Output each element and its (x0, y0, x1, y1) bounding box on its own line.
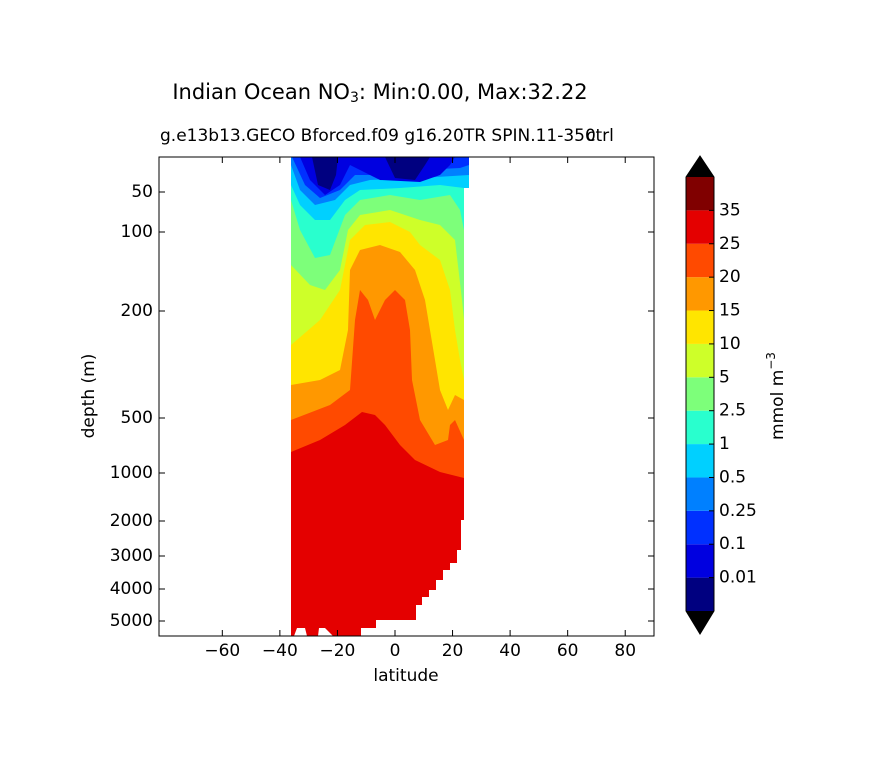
colorbar-tick-label: 2.5 (719, 401, 746, 421)
colorbar-extend-top (686, 156, 714, 177)
colorbar-segment (686, 577, 714, 611)
colorbar-frame (685, 155, 715, 635)
y-tick-label: 200 (121, 301, 153, 321)
colorbar-segment (686, 310, 714, 344)
x-tick-label: 40 (499, 641, 521, 661)
x-tick-label: 0 (390, 641, 401, 661)
y-tick-label: 2000 (110, 511, 153, 531)
colorbar-tick-label: 0.01 (719, 568, 757, 588)
contour-fill (312, 157, 338, 190)
subtitle-right: ctrl (586, 126, 614, 146)
colorbar-tick-label: 0.5 (719, 467, 746, 487)
colorbar-segment (686, 243, 714, 278)
x-tick-label: 20 (442, 641, 464, 661)
colorbar-tick-label: 0.1 (719, 534, 746, 554)
x-tick-label: −20 (319, 641, 355, 661)
y-tick-label: 50 (131, 182, 153, 202)
x-axis-label: latitude (373, 666, 438, 686)
colorbar-segment (686, 510, 714, 545)
colorbar-tick-label: 0.25 (719, 501, 757, 521)
colorbar-tick-label: 25 (719, 234, 741, 254)
subtitle: g.e13b13.GECO Bforced.f09 g16.20TR SPIN.… (160, 126, 596, 146)
y-tick-label: 4000 (110, 579, 153, 599)
x-tick-label: 60 (557, 641, 579, 661)
colorbar-tick-label: 1 (719, 434, 730, 454)
colorbar-tick-label: 5 (719, 367, 730, 387)
x-tick-label: 80 (614, 641, 636, 661)
x-tick-label: −60 (204, 641, 240, 661)
y-axis-label: depth (m) (79, 354, 99, 439)
colorbar-label: mmol m−3 (764, 352, 789, 440)
colorbar-segment (686, 377, 714, 411)
contour-field (291, 157, 469, 636)
y-tick-label: 3000 (110, 546, 153, 566)
colorbar-tick-label: 35 (719, 200, 741, 220)
colorbar-segment (686, 410, 714, 445)
chart-title: Indian Ocean NO3: Min:0.00, Max:32.22 (172, 80, 587, 106)
colorbar-segment (686, 210, 714, 244)
colorbar-segment (686, 343, 714, 378)
y-tick-label: 500 (121, 408, 153, 428)
colorbar-segment (686, 277, 714, 311)
contour-fill (385, 157, 430, 180)
y-tick-label: 1000 (110, 463, 153, 483)
colorbar-segment (686, 444, 714, 478)
colorbar-tick-label: 15 (719, 301, 741, 321)
plot-frame (158, 156, 655, 637)
colorbar-segment (686, 477, 714, 511)
x-tick-label: −40 (262, 641, 298, 661)
y-tick-label: 100 (121, 222, 153, 242)
y-tick-label: 5000 (110, 611, 153, 631)
colorbar-segment (686, 177, 714, 211)
colorbar-segment (686, 544, 714, 578)
colorbar-tick-label: 10 (719, 334, 741, 354)
colorbar-tick-label: 20 (719, 267, 741, 287)
colorbar-extend-bottom (686, 611, 714, 634)
